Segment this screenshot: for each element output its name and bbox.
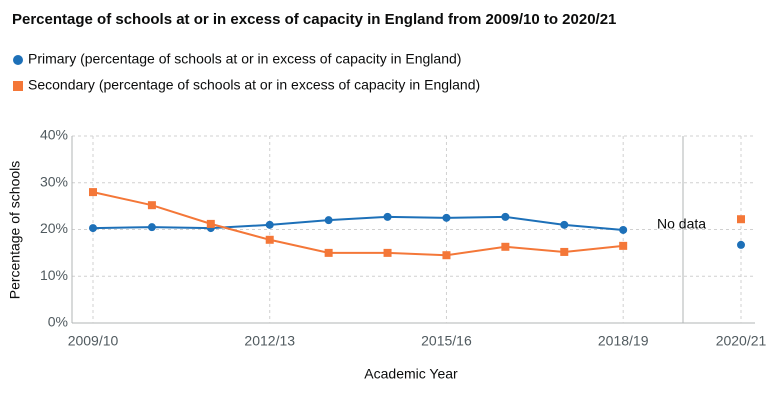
y-tick-label: 30%: [40, 173, 68, 189]
x-tick-label: 2009/10: [68, 333, 119, 349]
point: [501, 242, 510, 251]
point: [206, 219, 215, 228]
point: [265, 220, 274, 229]
point: [442, 213, 451, 222]
y-tick-label: 40%: [40, 127, 68, 143]
point: [619, 241, 628, 250]
chart-title: Percentage of schools at or in excess of…: [12, 11, 616, 28]
legend-label: Secondary (percentage of schools at or i…: [28, 77, 480, 93]
point: [89, 224, 97, 233]
series-line: [93, 192, 741, 255]
point: [619, 225, 628, 234]
annotation: No data: [657, 216, 706, 232]
point: [89, 188, 97, 197]
point: [147, 201, 156, 210]
point: [324, 248, 333, 257]
point: [442, 251, 451, 260]
x-tick-label: 2020/21: [716, 333, 767, 349]
point: [265, 235, 274, 244]
y-tick-label: 0%: [48, 314, 68, 330]
point: [147, 223, 156, 232]
x-tick-label: 2012/13: [244, 333, 295, 349]
legend-marker: [13, 55, 23, 65]
series-line: [93, 217, 741, 245]
point: [737, 240, 745, 249]
x-tick-label: 2018/19: [598, 333, 649, 349]
point: [324, 216, 333, 225]
point: [383, 212, 392, 221]
point: [501, 212, 510, 221]
point: [737, 215, 745, 224]
legend-marker: [13, 81, 23, 91]
y-axis-label: Percentage of schools: [7, 161, 23, 300]
point: [383, 248, 392, 257]
point: [560, 247, 569, 256]
legend-label: Primary (percentage of schools at or in …: [28, 51, 461, 67]
y-tick-label: 20%: [40, 220, 68, 236]
y-tick-label: 10%: [40, 267, 68, 283]
x-axis-label: Academic Year: [364, 366, 458, 382]
x-tick-label: 2015/16: [421, 333, 472, 349]
point: [560, 220, 569, 229]
